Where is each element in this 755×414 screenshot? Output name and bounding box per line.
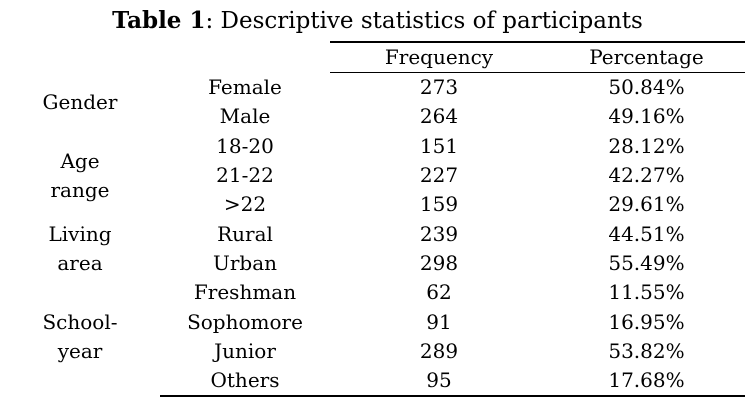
percentage-cell: 11.55% bbox=[608, 280, 685, 305]
table-row: Male 264 49.16% bbox=[0, 102, 745, 131]
header-empty-group-cell bbox=[0, 42, 160, 73]
frequency-cell: 159 bbox=[419, 192, 459, 217]
group-label-cell: Gender bbox=[0, 73, 160, 132]
category-cell: Junior bbox=[214, 338, 276, 363]
category-cell: Freshman bbox=[193, 280, 297, 305]
group-label: Living area bbox=[48, 221, 112, 275]
frequency-cell: 289 bbox=[419, 338, 459, 363]
table-body: Gender Female 273 50.84% Male 264 49.16% Age ra… bbox=[0, 73, 745, 398]
group-label: Age range bbox=[50, 148, 110, 202]
percentage-cell: 16.95% bbox=[608, 309, 685, 334]
category-cell: Sophomore bbox=[187, 309, 303, 334]
group-label-cell: Age range bbox=[0, 132, 160, 220]
frequency-cell: 264 bbox=[419, 104, 459, 129]
table-row: Living area Rural 239 44.51% bbox=[0, 219, 745, 275]
frequency-cell: 95 bbox=[330, 365, 548, 398]
group-label-cell: Living area bbox=[0, 219, 160, 278]
category-cell: 18-20 bbox=[216, 133, 274, 158]
percentage-cell: 55.49% bbox=[608, 250, 685, 275]
category-cell: Others bbox=[160, 365, 330, 398]
category-cell: Male bbox=[219, 104, 271, 129]
percentage-cell: 44.51% bbox=[608, 221, 685, 246]
table-header-row: Frequency Percentage bbox=[0, 41, 745, 73]
table-row: Sophomore 91 16.95% bbox=[0, 307, 745, 336]
frequency-cell: 298 bbox=[419, 250, 459, 275]
percentage-cell: 50.84% bbox=[608, 75, 685, 100]
frequency-cell: 239 bbox=[419, 221, 459, 246]
percentage-cell: 42.27% bbox=[608, 163, 685, 188]
table-caption-label: Table 1 bbox=[112, 7, 206, 34]
table-row: 21-22 227 42.27% bbox=[0, 161, 745, 190]
category-cell: Rural bbox=[217, 221, 273, 246]
frequency-cell: 91 bbox=[426, 309, 452, 334]
table-caption: Table 1: Descriptive statistics of parti… bbox=[0, 6, 755, 36]
category-cell: 21-22 bbox=[216, 163, 274, 188]
table-row: Others 95 17.68% bbox=[0, 365, 745, 398]
frequency-cell: 227 bbox=[419, 163, 459, 188]
table-row: Junior 289 53.82% bbox=[0, 337, 745, 366]
group-label-cell: School-year bbox=[0, 278, 160, 396]
category-cell: >22 bbox=[223, 192, 267, 217]
frequency-cell: 62 bbox=[426, 280, 452, 305]
table-row: School-year Freshman 62 11.55% bbox=[0, 278, 745, 363]
group-label: School-year bbox=[42, 310, 118, 364]
frequency-cell: 151 bbox=[419, 133, 459, 158]
percentage-cell: 49.16% bbox=[608, 104, 685, 129]
descriptive-statistics-table: Frequency Percentage Gender Female 273 50.8… bbox=[0, 41, 745, 398]
header-frequency: Frequency bbox=[330, 41, 548, 73]
table-row: Urban 298 55.49% bbox=[0, 249, 745, 278]
table-row: Age range 18-20 151 28.12% bbox=[0, 132, 745, 202]
table-caption-text: : Descriptive statistics of participants bbox=[205, 8, 643, 34]
percentage-cell: 28.12% bbox=[608, 133, 685, 158]
group-label: Gender bbox=[42, 89, 118, 114]
table-row: Gender Female 273 50.84% bbox=[0, 73, 745, 114]
percentage-cell: 17.68% bbox=[548, 365, 745, 398]
category-cell: Female bbox=[208, 74, 282, 99]
frequency-cell: 273 bbox=[419, 75, 459, 100]
table-row: >22 159 29.61% bbox=[0, 190, 745, 219]
category-cell: Urban bbox=[212, 250, 278, 275]
percentage-cell: 53.82% bbox=[608, 338, 685, 363]
percentage-cell: 29.61% bbox=[608, 192, 685, 217]
header-empty-category-cell bbox=[160, 42, 330, 73]
header-percentage: Percentage bbox=[548, 41, 745, 73]
